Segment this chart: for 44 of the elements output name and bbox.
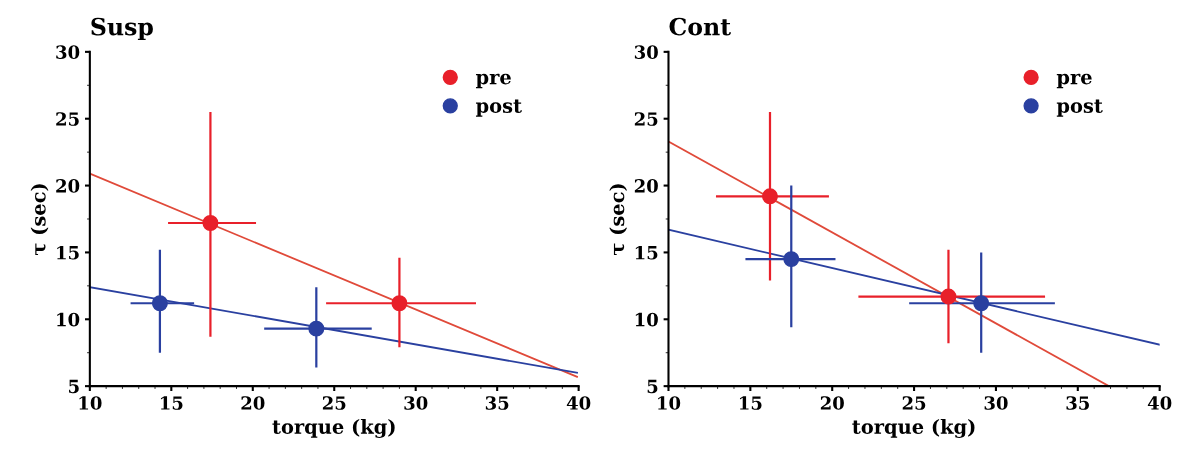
legend-label: post — [1056, 99, 1103, 117]
y-tick-label: 25 — [634, 112, 658, 126]
x-tick-label: 40 — [566, 396, 591, 410]
y-tick-label: 10 — [57, 312, 80, 327]
point — [783, 251, 800, 268]
x-tick-label: 15 — [739, 396, 762, 410]
x-tick-label: 35 — [1066, 396, 1089, 410]
x-tick-label: 15 — [160, 396, 183, 410]
x-axis-title: torque (kg) — [852, 418, 975, 438]
point — [391, 295, 408, 312]
y-tick-label: 15 — [635, 245, 658, 260]
y-tick-label: 5 — [647, 379, 658, 394]
y-tick-label: 10 — [635, 312, 658, 327]
y-tick-label: 25 — [56, 112, 79, 126]
x-tick-label: 10 — [79, 396, 102, 410]
chart-title: Susp — [91, 17, 153, 41]
point — [202, 215, 219, 231]
legend-label: pre — [1056, 73, 1092, 89]
x-tick-label: 25 — [902, 396, 926, 410]
y-tick-label: 30 — [634, 45, 658, 59]
x-tick-label: 25 — [322, 396, 346, 410]
chart-title: Cont — [669, 17, 731, 36]
x-tick-label: 20 — [820, 396, 844, 410]
y-axis-title: τ (sec) — [609, 184, 628, 256]
y-tick-label: 20 — [634, 179, 658, 193]
legend-label: pre — [475, 73, 511, 89]
x-tick-label: 10 — [658, 396, 681, 410]
point — [151, 295, 168, 312]
point — [940, 288, 957, 305]
x-tick-label: 30 — [404, 396, 428, 410]
point — [973, 295, 990, 312]
y-tick-label: 20 — [56, 179, 80, 193]
y-tick-label: 5 — [69, 379, 79, 394]
x-tick-label: 40 — [1147, 396, 1172, 410]
x-tick-label: 30 — [984, 396, 1008, 410]
point — [762, 188, 778, 205]
y-tick-label: 15 — [57, 245, 79, 260]
point — [308, 320, 325, 337]
x-axis-title: torque (kg) — [272, 418, 395, 438]
y-tick-label: 30 — [56, 45, 80, 59]
x-tick-label: 35 — [485, 396, 509, 410]
x-tick-label: 20 — [241, 396, 265, 410]
legend-label: post — [475, 99, 522, 117]
y-axis-title: τ (sec) — [30, 184, 49, 256]
